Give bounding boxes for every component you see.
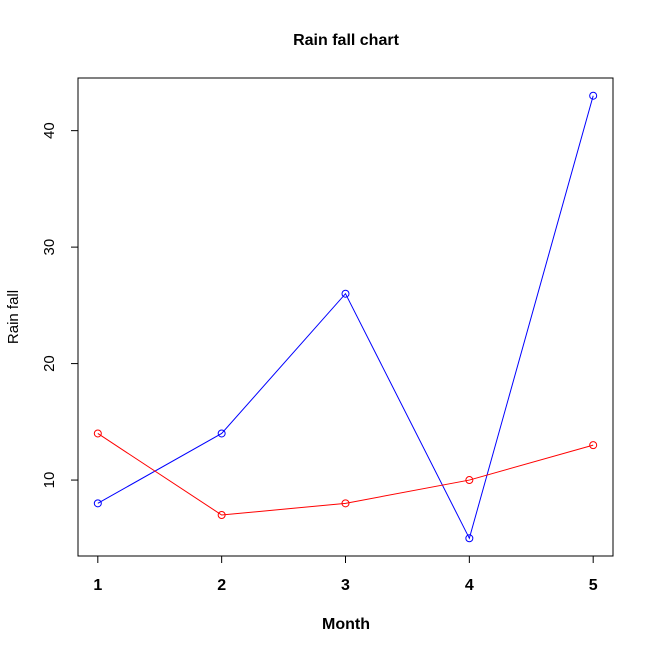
x-tick-label: 4: [465, 577, 474, 594]
series-line: [97, 95, 594, 540]
point-marker: [341, 289, 350, 298]
point-marker: [93, 499, 102, 508]
x-axis-label: Month: [322, 616, 370, 633]
chart-title: Rain fall chart: [293, 32, 399, 49]
point-marker: [341, 499, 350, 508]
y-tick-label: 40: [41, 122, 58, 139]
y-tick-label: 10: [41, 472, 58, 489]
x-tick-label: 1: [93, 577, 102, 594]
y-axis-label: Rain fall: [5, 290, 22, 344]
point-marker: [217, 511, 226, 520]
x-tick-label: 2: [217, 577, 226, 594]
point-marker: [589, 91, 598, 100]
point-marker: [465, 534, 474, 543]
x-tick-label: 5: [589, 577, 598, 594]
point-marker: [217, 429, 226, 438]
point-marker: [93, 429, 102, 438]
point-marker: [589, 441, 598, 450]
point-marker: [465, 476, 474, 485]
series-line: [97, 433, 594, 516]
x-tick-label: 3: [341, 577, 350, 594]
y-tick-label: 20: [41, 355, 58, 372]
y-tick-label: 30: [41, 239, 58, 256]
